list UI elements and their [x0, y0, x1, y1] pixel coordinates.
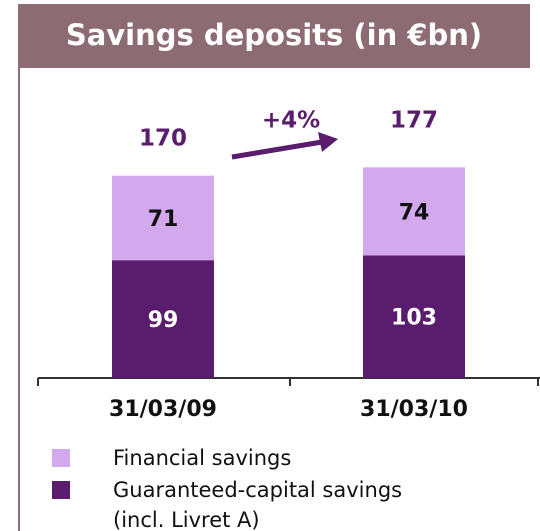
x-tick-label: 31/03/10 — [360, 397, 468, 422]
legend-swatch — [52, 449, 70, 467]
bar-segment — [112, 260, 214, 378]
data-label: 99 — [148, 308, 179, 333]
total-label: 170 — [139, 126, 187, 152]
legend-swatch — [52, 481, 70, 499]
bar-segment — [363, 167, 465, 256]
legend-label: Guaranteed-capital savings (incl. Livret… — [113, 478, 403, 531]
arrow-head — [318, 132, 338, 152]
bar-segment — [363, 255, 465, 378]
annotation: +4% — [262, 108, 320, 134]
data-label: 74 — [399, 200, 430, 225]
chart-title: Savings deposits (in €bn) — [66, 18, 482, 52]
total-label: 177 — [390, 108, 438, 134]
header — [18, 4, 530, 68]
legend-entry: Financial savings — [113, 446, 292, 470]
legend-entry: Guaranteed-capital savings (incl. Livret… — [113, 478, 403, 531]
legend-label: Financial savings — [113, 446, 292, 470]
data-label: 71 — [148, 207, 179, 232]
bar-segment — [112, 175, 214, 261]
data-label: 103 — [391, 306, 437, 331]
growth-arrow — [231, 139, 323, 160]
x-tick-label: 31/03/09 — [109, 397, 217, 422]
